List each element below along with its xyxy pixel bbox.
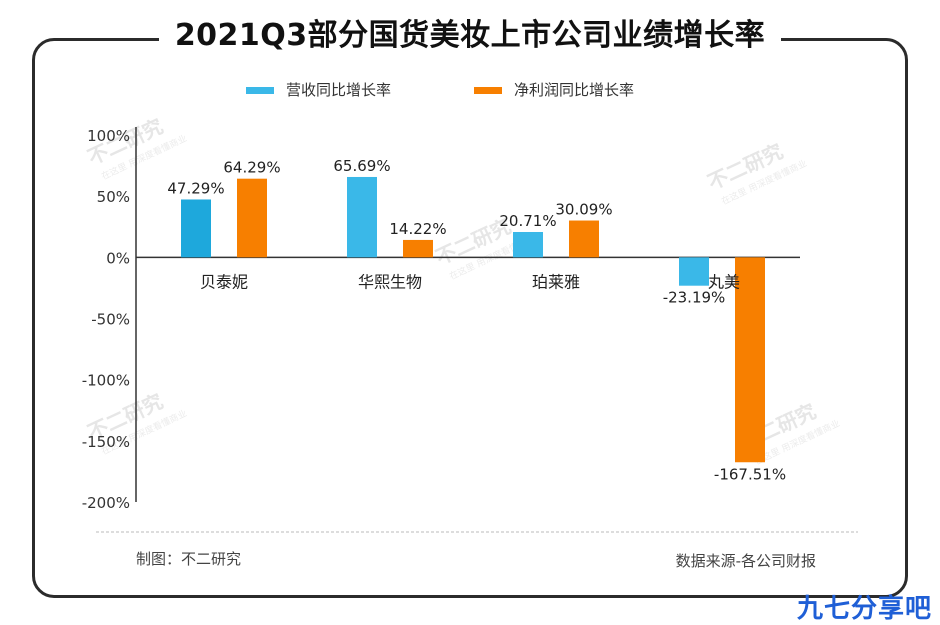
data-label: 14.22% xyxy=(389,220,446,238)
category-label: 珀莱雅 xyxy=(532,272,580,291)
data-label: 65.69% xyxy=(333,157,390,175)
data-source-credit: 数据来源-各公司财报 xyxy=(675,552,816,570)
legend-swatch-2 xyxy=(474,87,502,94)
bar-revenue-4 xyxy=(679,257,709,286)
bar-profit-2 xyxy=(403,239,433,258)
y-tick-label: -100% xyxy=(82,372,130,390)
legend-swatch-1 xyxy=(246,87,274,94)
data-label: 64.29% xyxy=(223,159,280,177)
bar-profit-4 xyxy=(735,257,765,463)
made-by-credit: 制图：不二研究 xyxy=(136,550,242,568)
legend-label-2: 净利润同比增长率 xyxy=(514,81,634,99)
y-tick-label: -200% xyxy=(82,494,130,512)
y-tick-label: -50% xyxy=(91,311,130,329)
bar-profit-3 xyxy=(569,220,599,258)
category-label: 华熙生物 xyxy=(358,272,422,291)
y-tick-label: -150% xyxy=(82,433,130,451)
bar-revenue-3 xyxy=(513,231,543,258)
y-tick-label: 50% xyxy=(97,188,130,206)
data-label: 47.29% xyxy=(167,179,224,197)
brand-logo-text: 九七分享吧 xyxy=(796,594,932,624)
category-label: 贝泰妮 xyxy=(200,272,248,291)
bar-revenue-1 xyxy=(181,199,211,258)
data-label: -23.19% xyxy=(663,289,726,307)
chart-title: 2021Q3部分国货美妆上市公司业绩增长率 xyxy=(158,16,782,56)
data-label: -167.51% xyxy=(714,465,786,483)
y-tick-label: 0% xyxy=(106,249,130,267)
category-label: 丸美 xyxy=(708,272,740,291)
legend-label-1: 营收同比增长率 xyxy=(286,81,391,99)
y-tick-label: 100% xyxy=(87,127,130,145)
bar-profit-1 xyxy=(237,178,267,258)
bar-revenue-2 xyxy=(347,176,377,258)
data-label: 30.09% xyxy=(555,201,612,219)
chart-title-wrap: 2021Q3部分国货美妆上市公司业绩增长率 xyxy=(0,16,940,56)
data-label: 20.71% xyxy=(499,212,556,230)
